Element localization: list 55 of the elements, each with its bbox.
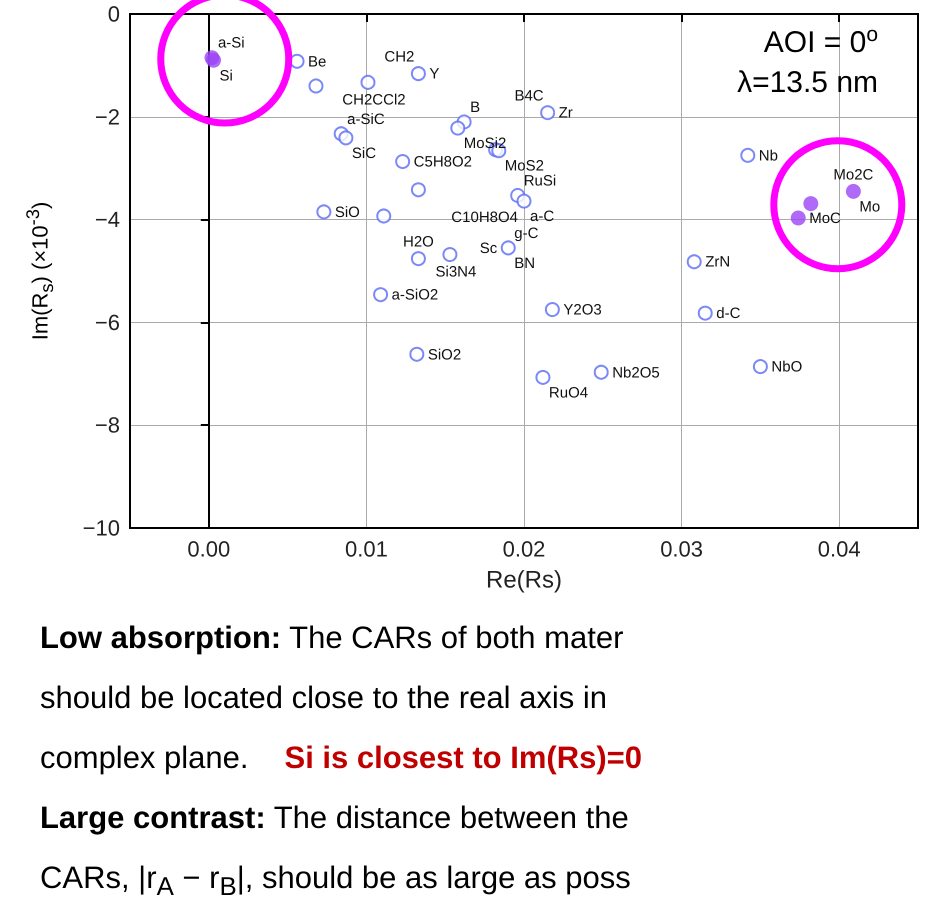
- x-tick-label: 0.04: [818, 536, 861, 562]
- annotation: d-C: [716, 304, 741, 322]
- annotation: ZrN: [705, 253, 730, 270]
- text: complex plane.: [40, 740, 249, 775]
- text: Low absorption: The CARs of both mater: [40, 620, 624, 655]
- annotation: a-Si: [218, 34, 245, 52]
- y-tick-label: 0: [108, 2, 120, 26]
- annotation: Mo2C: [833, 166, 874, 183]
- annotation: MoC: [809, 210, 842, 227]
- y-tick-label: −2: [94, 104, 120, 130]
- annotation: AOI = 0$^{o}$: [764, 22, 878, 59]
- x-tick-label: 0.02: [502, 536, 546, 562]
- annotation: a-SiC: [347, 110, 385, 128]
- y-tick-label: −8: [94, 412, 120, 438]
- y-tick-label: −10: [82, 516, 120, 540]
- annotation: λ=13.5 nm: [737, 66, 878, 99]
- annotation: Nb: [758, 146, 778, 164]
- annotation: CH2: [384, 48, 414, 66]
- annotation: a-SiO2: [392, 286, 438, 304]
- annotation: Si3N4: [436, 263, 476, 280]
- annotation: RuO4: [548, 384, 588, 401]
- annotation: BN: [514, 254, 536, 272]
- text: Large contrast: The distance between the: [40, 800, 629, 835]
- annotation: CH2CCl2: [342, 90, 406, 108]
- annotation: SiO: [334, 203, 360, 220]
- annotation: Be: [308, 52, 326, 70]
- x-tick-label: 0.03: [660, 536, 704, 562]
- annotation: Mo: [859, 198, 880, 215]
- y-tick-label: −4: [94, 207, 120, 232]
- annotation: a-C: [530, 208, 554, 225]
- annotation: SiO2: [428, 346, 462, 363]
- annotation: RuSi: [524, 172, 556, 189]
- y-tick-label: −6: [94, 310, 120, 335]
- annotation: Y: [429, 65, 440, 82]
- x-tick-label: 0.00: [187, 536, 230, 562]
- annotation: Sc: [480, 239, 498, 256]
- text: CARs, |r$_{A}$ − r$_{B}$|, should be as large as poss: [40, 860, 631, 902]
- annotation: g-C: [514, 224, 539, 242]
- annotation: Nb2O5: [612, 364, 660, 381]
- annotation: B: [470, 98, 480, 116]
- annotation: Zr: [558, 104, 573, 122]
- annotation: C10H8O4: [451, 208, 518, 226]
- x-tick-label: 0.01: [344, 536, 388, 562]
- annotation: C5H8O2: [414, 153, 472, 170]
- text: Si is closest to Im(Rs)=0: [284, 740, 642, 775]
- annotation: MoS2: [504, 157, 544, 174]
- text: should be located close to the real axis in: [40, 680, 607, 715]
- annotation: B4C: [514, 87, 544, 104]
- annotation: Si: [220, 66, 233, 84]
- annotation: H2O: [402, 233, 434, 250]
- annotation: NbO: [771, 358, 802, 376]
- annotation: SiC: [352, 144, 376, 162]
- annotation: MoSi2: [464, 134, 506, 152]
- x-axis-title: Re(Rs): [486, 566, 562, 594]
- annotation: Y2O3: [563, 301, 602, 318]
